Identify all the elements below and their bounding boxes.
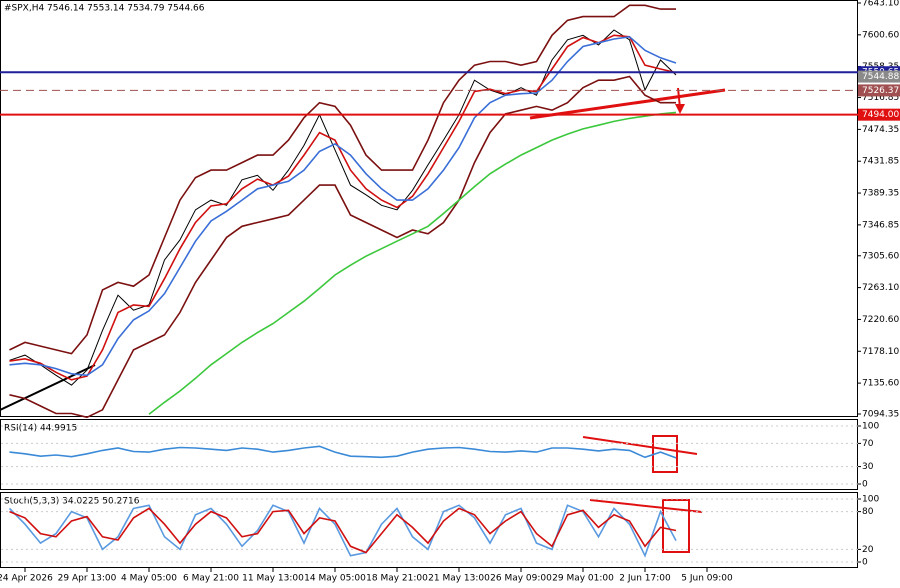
x-tick-label: 29 May 01:00 <box>552 574 614 584</box>
y-tick-label: 7431.85 <box>862 157 899 167</box>
series-line <box>148 111 677 415</box>
y-tick-label: 7346.85 <box>862 220 899 230</box>
x-tick-label: 18 May 21:00 <box>366 574 428 584</box>
series-line <box>9 35 677 377</box>
series-line <box>9 507 677 554</box>
y-tick-label: 7305.60 <box>862 251 899 261</box>
x-tick-label: 21 May 13:00 <box>428 574 490 584</box>
y-tick-label: 7263.10 <box>862 283 899 293</box>
y-tick-label: 7220.60 <box>862 315 899 325</box>
main-frame <box>0 0 858 417</box>
y-tick-label: 7600.60 <box>862 30 899 40</box>
x-tick-label: 2 Jun 17:00 <box>619 574 671 584</box>
x-tick-label: 6 May 21:00 <box>183 574 239 584</box>
series-line <box>9 29 677 386</box>
series-line <box>9 34 677 381</box>
y-tick-label: 0 <box>862 480 868 490</box>
level-label: 7544.88 <box>862 72 899 82</box>
x-tick-label: 5 Jun 09:00 <box>681 574 733 584</box>
stoch-frame <box>0 492 858 568</box>
x-tick-label: 24 Apr 2026 <box>0 574 53 584</box>
arrow-head <box>675 104 685 114</box>
x-tick-label: 11 May 13:00 <box>242 574 304 584</box>
y-tick-label: 7474.35 <box>862 125 899 135</box>
y-tick-label: 100 <box>862 495 879 505</box>
series-line <box>9 4 676 355</box>
series-line <box>9 75 676 419</box>
y-tick-label: 0 <box>862 558 868 568</box>
y-tick-label: 7389.35 <box>862 189 899 199</box>
y-tick-label: 20 <box>862 545 874 555</box>
level-box <box>858 108 900 121</box>
trend-line <box>589 499 703 513</box>
y-tick-label: 7643.10 <box>862 0 899 9</box>
y-tick-label: 30 <box>862 462 874 472</box>
rsi-title: RSI(14) 44.9915 <box>4 424 77 434</box>
rsi-frame <box>0 419 858 490</box>
trend-line <box>529 88 726 120</box>
level-box <box>858 84 900 97</box>
x-tick-label: 29 Apr 13:00 <box>58 574 117 584</box>
y-tick-label: 100 <box>862 422 879 432</box>
y-tick-label: 70 <box>862 439 874 449</box>
series-line <box>8 504 677 558</box>
y-tick-label: 7516.85 <box>862 93 899 103</box>
y-tick-label: 7178.10 <box>862 347 899 357</box>
x-tick-label: 14 May 05:00 <box>304 574 366 584</box>
x-tick-label: 26 May 09:00 <box>490 574 552 584</box>
y-tick-label: 80 <box>862 507 874 517</box>
level-label: 7526.37 <box>862 86 899 96</box>
chart-title: #SPX,H4 7546.14 7553.14 7534.79 7544.66 <box>4 4 205 14</box>
x-tick-label: 4 May 05:00 <box>121 574 177 584</box>
y-tick-label: 7135.60 <box>862 379 899 389</box>
trend-line <box>0 364 96 411</box>
level-box <box>858 70 900 83</box>
highlight-box <box>662 499 690 553</box>
level-label: 7494.00 <box>862 110 899 120</box>
y-tick-label: 7094.35 <box>862 410 899 420</box>
stoch-title: Stoch(5,3,3) 34.0225 50.2716 <box>4 497 140 507</box>
series-line <box>9 445 677 459</box>
